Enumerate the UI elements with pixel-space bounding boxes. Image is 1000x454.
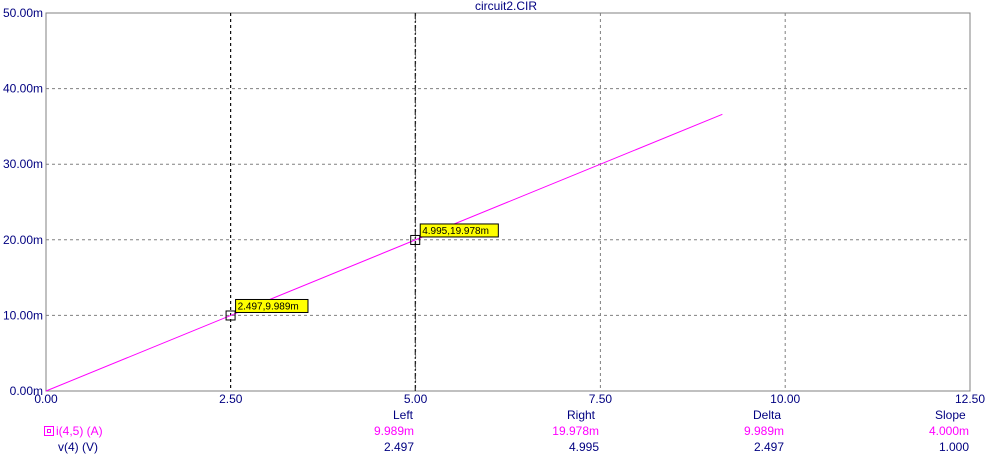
i-delta-value: 9.989m <box>743 424 784 438</box>
y-tick-label: 40.00m <box>3 82 43 96</box>
v-left-value: 2.497 <box>383 440 414 454</box>
series-line <box>45 113 723 392</box>
header-slope: Slope <box>935 408 966 422</box>
y-tick-label: 0.00m <box>10 384 43 398</box>
v-slope-value: 1.000 <box>938 440 969 454</box>
y-tick-label: 10.00m <box>3 308 43 322</box>
y-tick-label: 20.00m <box>3 233 43 247</box>
x-tick-label: 12.50 <box>955 392 985 406</box>
y-tick-label: 30.00m <box>3 157 43 171</box>
header-delta: Delta <box>753 408 782 422</box>
cursor-value-label: 4.995,19.978m <box>422 226 489 237</box>
x-axis-ticks: 0.00 2.50 5.00 7.50 10.00 12.50 <box>34 392 985 406</box>
x-tick-label: 10.00 <box>770 392 800 406</box>
cursor-lines[interactable] <box>230 13 416 391</box>
cursor-point-marker[interactable] <box>410 234 421 245</box>
plot-area[interactable]: circuit2.CIR 0.00m 10.00m 20.00m 30.00m 40.0… <box>0 0 1000 410</box>
i-slope-value: 4.000m <box>928 424 969 438</box>
y-axis-ticks: 0.00m 10.00m 20.00m 30.00m 40.00m 50.00m <box>3 6 43 398</box>
x-tick-label: 0.00 <box>34 392 58 406</box>
x-tick-label: 5.00 <box>404 392 428 406</box>
cursor-label-box <box>419 223 499 238</box>
header-right: Right <box>567 408 596 422</box>
cursor-point-marker[interactable] <box>225 310 236 321</box>
series-marker-icon <box>44 426 54 436</box>
i-right-value: 19.978m <box>552 424 599 438</box>
x-tick-label: 2.50 <box>219 392 243 406</box>
cursor-label-box <box>235 298 309 313</box>
v-right-value: 4.995 <box>568 440 599 454</box>
i-left-value: 9.989m <box>373 424 414 438</box>
cursor-value-label: 2.497,9.989m <box>238 301 299 312</box>
series-group <box>45 113 723 392</box>
x-tick-label: 7.50 <box>589 392 613 406</box>
chart-title: circuit2.CIR <box>475 0 537 13</box>
header-left: Left <box>393 408 414 422</box>
series-label-v[interactable]: v(4) (V) <box>58 440 98 454</box>
v-delta-value: 2.497 <box>753 440 784 454</box>
y-tick-label: 50.00m <box>3 6 43 20</box>
cursor-markers[interactable]: 2.497,9.989m 4.995,19.978m <box>225 223 499 321</box>
series-label-i[interactable]: i(4,5) (A) <box>44 424 103 438</box>
plot-frame <box>45 12 971 392</box>
series-name-i: i(4,5) (A) <box>56 424 103 438</box>
